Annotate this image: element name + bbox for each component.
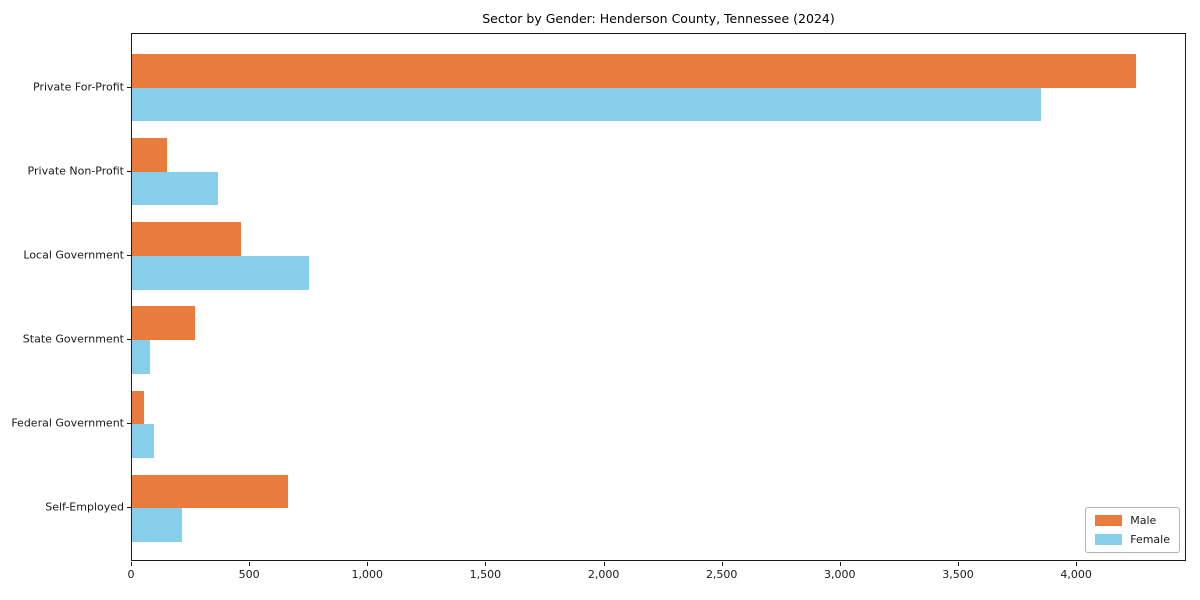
x-tick-label-500: 500 [238,568,260,581]
bar-female-local-government [132,256,310,290]
bar-female-private-non-profit [132,171,219,206]
x-tick-mark [721,562,723,566]
y-tick-mark [127,339,131,340]
y-tick-mark [127,255,131,256]
x-tick-label-2000: 2,000 [587,568,620,581]
legend-item-male: Male [1095,514,1170,527]
bar-female-federal-government [132,424,155,458]
x-tick-label-2500: 2,500 [705,568,738,581]
legend: Male Female [1085,507,1180,553]
x-tick-mark [485,562,487,566]
bar-male-private-non-profit [132,138,168,172]
x-tick-mark [367,562,369,566]
bar-male-state-government [132,306,195,340]
y-tick-label-private-non-profit: Private Non-Profit [27,164,124,178]
x-tick-mark [249,562,251,566]
x-tick-label-0: 0 [127,568,135,581]
y-tick-label-private-for-profit: Private For-Profit [33,80,124,94]
bar-male-federal-government [132,390,144,425]
x-tick-mark [131,562,132,566]
bar-male-self-employed [132,474,288,509]
y-tick-mark [127,423,131,425]
legend-swatch-female [1095,534,1123,545]
y-tick-label-self-employed: Self-Employed [45,500,124,514]
x-tick-label-3500: 3,500 [942,568,974,581]
bar-female-state-government [132,340,150,374]
bar-female-self-employed [132,508,182,542]
legend-label-female: Female [1130,533,1170,546]
legend-swatch-male [1095,515,1123,526]
y-tick-mark [127,86,131,88]
x-tick-mark [839,562,841,566]
x-tick-mark [1076,562,1078,566]
legend-label-male: Male [1130,514,1157,527]
bar-male-private-for-profit [132,54,1137,88]
y-tick-label-state-government: State Government [22,332,124,346]
bar-female-private-for-profit [132,87,1041,122]
x-tick-label-4000: 4,000 [1060,568,1092,581]
y-tick-mark [127,170,131,172]
bar-male-local-government [132,222,241,256]
x-tick-mark [958,562,959,566]
chart-title: Sector by Gender: Henderson County, Tenn… [482,11,835,26]
y-tick-mark [127,507,131,509]
plot-area: Male Female [131,33,1186,561]
x-tick-label-1000: 1,000 [351,568,384,581]
legend-item-female: Female [1095,533,1170,546]
x-tick-label-1500: 1,500 [469,568,502,581]
x-tick-label-3000: 3,000 [824,568,856,581]
y-tick-label-local-government: Local Government [23,248,124,262]
y-axis-labels: Private For-Profit Private Non-Profit Loca… [0,33,124,561]
y-tick-label-federal-government: Federal Government [11,416,124,430]
x-tick-mark [603,562,605,566]
